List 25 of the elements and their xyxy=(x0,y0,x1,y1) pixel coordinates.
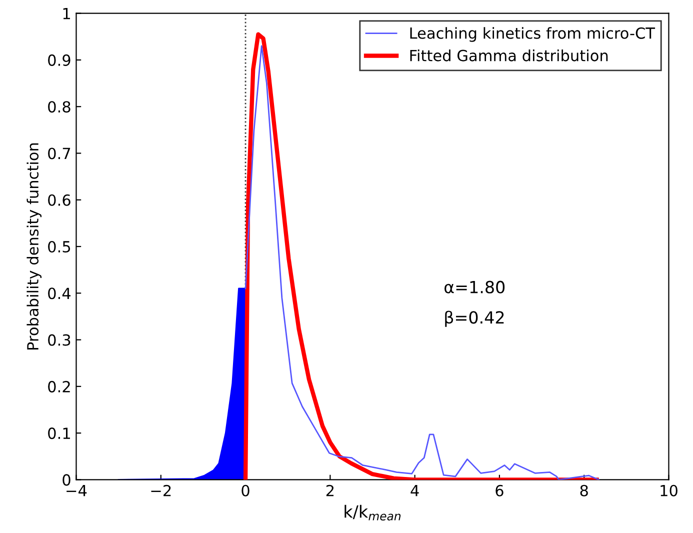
y-tick-label: 0.5 xyxy=(48,240,70,253)
x-tick-label: 10 xyxy=(660,484,678,496)
legend-label: Leaching kinetics from micro-CT xyxy=(410,27,656,42)
y-tick-label: 0.9 xyxy=(48,54,70,66)
y-axis-title: Probability density function xyxy=(26,143,42,350)
x-tick-label: 6 xyxy=(496,484,504,496)
x-tick-label: 2 xyxy=(326,484,334,496)
x-tick-label: 4 xyxy=(410,485,419,496)
y-tick-label: 0.8 xyxy=(48,101,70,113)
x-tick-label: 8 xyxy=(580,484,588,496)
x-tick-label: −4 xyxy=(66,485,87,496)
y-tick-label: 0.7 xyxy=(48,148,70,160)
x-axis-title: k/k$_{mean}$ xyxy=(344,504,401,520)
y-tick-label: 0.2 xyxy=(48,380,70,392)
y-tick-label: 0.6 xyxy=(48,194,70,206)
y-tick-label: 1 xyxy=(63,8,70,20)
x-tick-label: −2 xyxy=(151,484,171,496)
y-tick-label: 0.3 xyxy=(48,334,70,346)
y-tick-label: 0.1 xyxy=(48,428,70,440)
legend-label: Fitted Gamma distribution xyxy=(410,50,608,62)
annotation: β=0.42 xyxy=(445,310,504,327)
y-tick-label: 0.4 xyxy=(48,288,71,300)
x-tick-label: 0 xyxy=(242,484,250,496)
annotation: α=1.80 xyxy=(444,280,505,294)
y-tick-label: 0 xyxy=(62,474,70,486)
